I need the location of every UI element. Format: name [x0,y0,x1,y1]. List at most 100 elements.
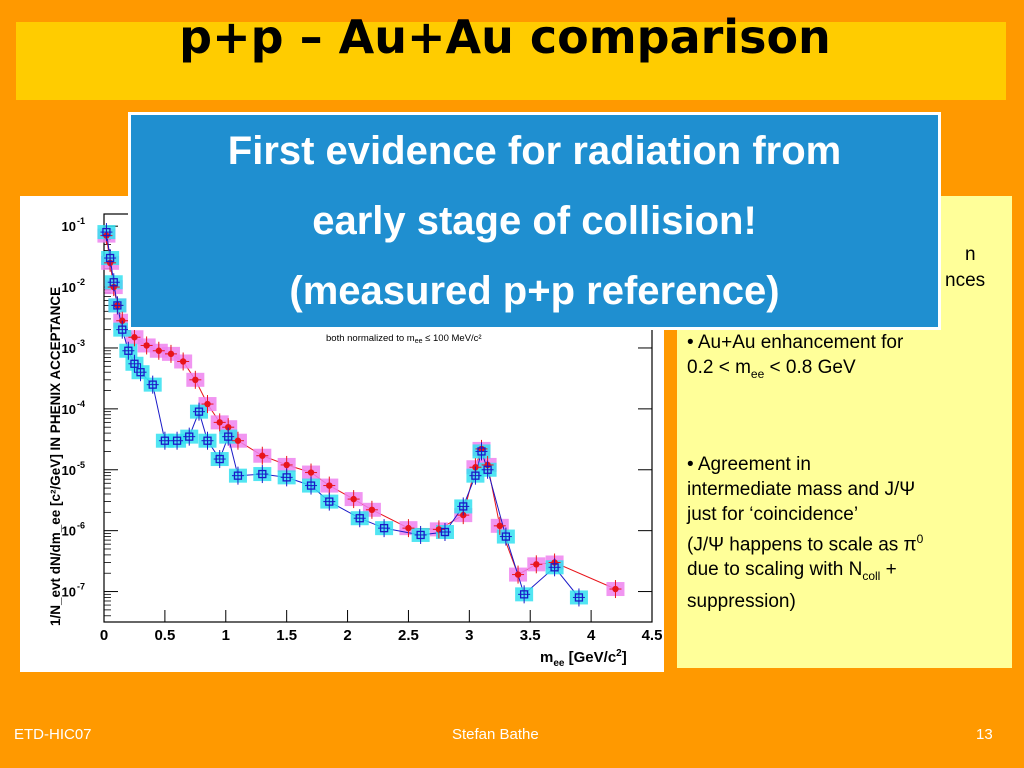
partial-text-2: nces [945,270,986,291]
blue-data-point [440,527,450,537]
blue-data-point [477,447,486,456]
blue-data-point [379,523,389,533]
blue-data-point [113,301,122,310]
partial-text-1: n [965,244,976,265]
x-tick-label: 2.5 [398,627,419,644]
red-data-point [216,419,223,426]
x-tick-label: 2 [343,627,351,644]
footer-author: Stefan Bathe [452,726,539,743]
bullet-enhancement-line1: • Au+Au enhancement for [687,332,904,353]
bullet-agreement-line2: intermediate mass and J/Ψ [687,479,916,500]
blue-data-point [416,530,425,540]
red-data-point [405,524,412,532]
callout-line-1: First evidence for radiation from [227,129,842,173]
plot-annotation: both normalized to mee ≤ 100 MeV/c² [326,333,482,345]
y-axis-label: 1/N_evt dN/dm_ee [c²/GeV] IN PHENIX ACCE… [48,287,63,626]
blue-data-point [233,471,243,480]
blue-data-point [130,359,139,368]
blue-data-point [258,469,267,479]
red-data-point [143,342,150,349]
blue-data-point [550,563,559,572]
blue-data-point [203,436,212,445]
blue-data-point [148,380,157,389]
bullet-agreement-line5: due to scaling with Ncoll + [687,559,897,584]
red-data-point [234,437,242,444]
red-data-point [167,350,175,358]
x-tick-label: 3.5 [520,627,541,644]
blue-data-point [471,471,480,480]
red-data-point [514,571,522,578]
blue-data-point [355,514,364,523]
blue-data-point [160,436,170,445]
blue-data-point [306,481,316,490]
footer-conference: ETD-HIC07 [14,726,92,743]
red-data-point [326,482,333,489]
red-data-point [533,561,540,568]
blue-data-point [194,407,204,416]
blue-data-point [185,432,194,441]
red-data-point [350,495,357,503]
y-tick-label: 10 [62,524,76,539]
y-tick-label: 10 [62,402,76,417]
bullet-agreement-line3: just for ‘coincidence’ [687,504,859,525]
red-data-point [225,423,232,431]
y-tick-exponent: -6 [77,521,85,531]
y-tick-label: 10 [62,585,76,600]
x-tick-label: 1 [222,627,230,644]
blue-data-point [282,473,291,482]
blue-data-point [325,497,334,506]
blue-data-point [124,346,133,355]
blue-data-point [102,227,111,237]
bullet-agreement-line6: suppression) [687,591,796,613]
y-tick-label: 10 [62,280,76,295]
y-tick-exponent: -4 [77,399,85,409]
red-data-point [204,400,211,408]
x-tick-label: 4.5 [642,627,663,644]
y-tick-exponent: -3 [77,338,85,348]
blue-data-point [118,325,127,334]
blue-data-point [224,432,233,441]
blue-data-point [574,593,584,602]
blue-data-point [459,502,468,511]
bullet-agreement: • Agreement in intermediate mass and J/Ψ… [687,452,1005,614]
blue-data-point [519,590,529,599]
blue-data-point [136,368,145,377]
x-tick-label: 0.5 [154,627,175,644]
x-tick-label: 1.5 [276,627,297,644]
y-tick-label: 10 [62,341,76,356]
red-data-point [496,522,503,530]
red-data-point [435,526,443,533]
red-data-point [155,347,162,354]
bullet-enhancement: • Au+Au enhancement for 0.2 < mee < 0.8 … [687,330,1005,387]
x-axis-label: mee [GeV/c2] [540,648,627,669]
y-tick-exponent: -1 [77,216,85,226]
blue-data-point [109,278,118,287]
red-data-point [179,358,187,365]
red-data-point [307,469,315,476]
red-data-point [283,461,290,469]
bullet-agreement-line1: • Agreement in [687,454,811,475]
bullet-agreement-line4: (J/Ψ happens to scale as π0 [687,532,924,556]
y-tick-exponent: -7 [77,582,85,592]
x-tick-label: 0 [100,627,108,644]
callout-line-2: early stage of collision! [312,199,757,243]
blue-data-point [483,465,492,474]
footer-slide-number: 13 [976,726,993,743]
title-bar [16,22,1006,100]
red-data-point [368,506,376,514]
y-tick-label: 10 [62,463,76,478]
red-data-point [131,334,138,341]
callout-line-3: (measured p+p reference) [289,269,780,313]
x-tick-label: 3 [465,627,473,644]
blue-data-point [172,436,182,445]
red-data-point [192,376,199,384]
x-tick-label: 4 [587,627,596,644]
blue-data-point [215,454,224,464]
evidence-callout: First evidence for radiation from early … [128,112,941,330]
red-data-point [612,585,619,593]
mass-spectrum-chart: 0 0.5 1 1.5 2 2.5 3 3.5 4 4.510-110-210-310-410-5… [48,213,663,669]
bullet-enhancement-line2: 0.2 < mee < 0.8 GeV [687,357,856,381]
y-tick-exponent: -5 [77,460,85,470]
slide-title: p+p – Au+Au comparison [179,10,831,64]
red-data-point [259,452,266,459]
